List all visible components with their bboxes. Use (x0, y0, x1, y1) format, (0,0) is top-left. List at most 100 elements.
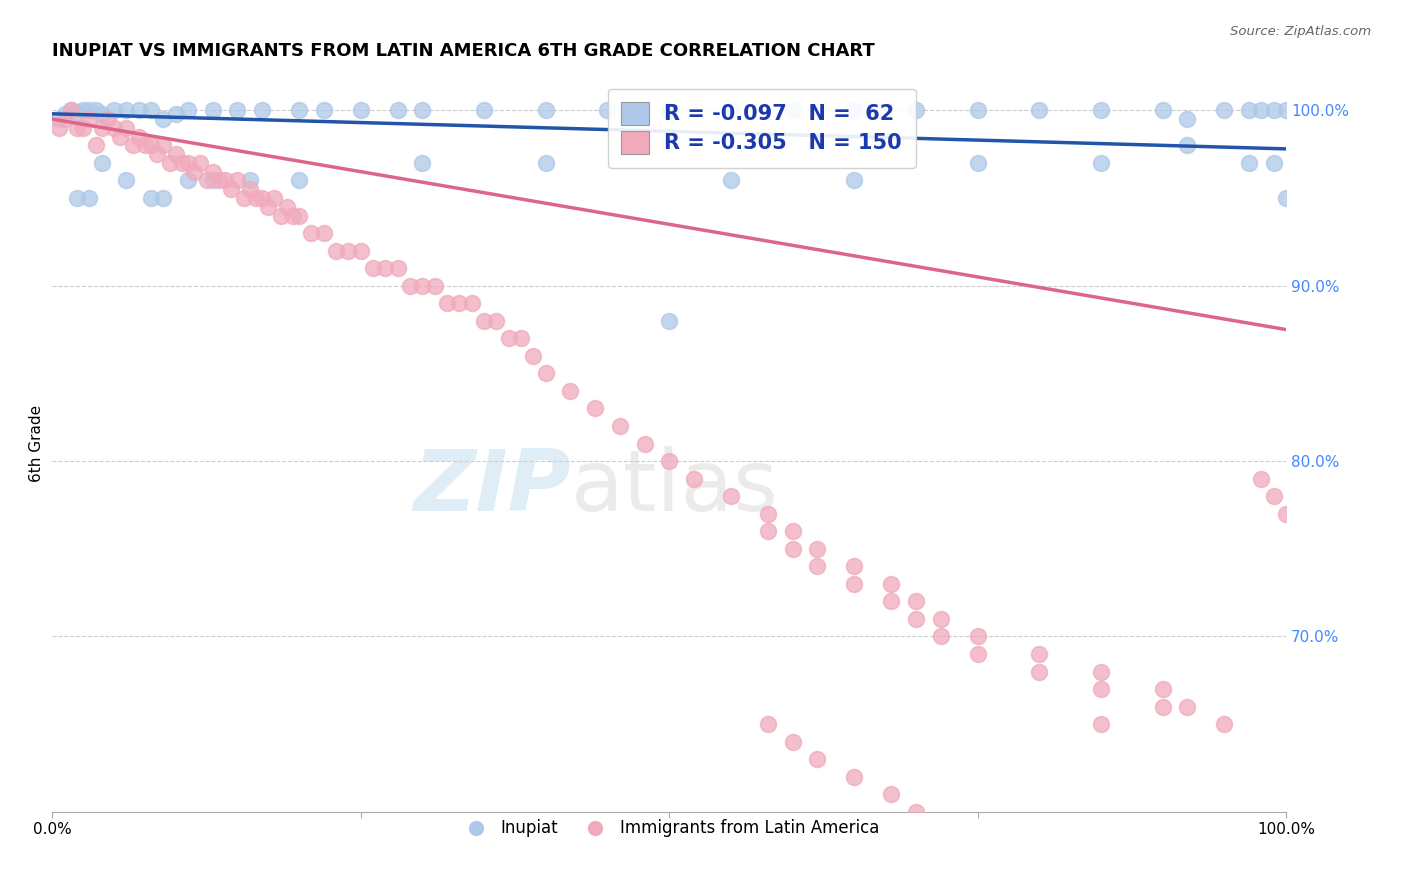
Point (966, 103, 988, 118)
Point (1263, 489, 1285, 503)
Point (966, 156, 988, 170)
Point (53, 107, 76, 121)
Point (411, 156, 433, 170)
Point (756, 717, 779, 731)
Point (1175, 112, 1198, 126)
Point (337, 244, 360, 258)
Point (929, 822, 952, 837)
Point (904, 805, 927, 819)
Point (966, 630, 988, 644)
Point (1090, 717, 1112, 731)
Point (904, 103, 927, 118)
Point (411, 103, 433, 118)
Point (146, 147, 169, 161)
Point (399, 278, 422, 293)
Text: atlas: atlas (571, 446, 779, 529)
Point (498, 331, 520, 345)
Point (115, 103, 138, 118)
Point (1275, 507, 1298, 521)
Point (312, 226, 335, 240)
Point (201, 173, 224, 187)
Point (59, 103, 82, 118)
Point (596, 103, 619, 118)
Point (245, 191, 267, 205)
Point (165, 107, 187, 121)
Point (1028, 103, 1050, 118)
Point (226, 103, 249, 118)
Point (633, 436, 655, 450)
Point (177, 156, 200, 170)
Point (159, 156, 181, 170)
Point (250, 103, 273, 118)
Point (139, 103, 162, 118)
Point (97, 112, 120, 126)
Point (195, 173, 218, 187)
Point (806, 752, 828, 766)
Point (560, 384, 582, 398)
Point (1250, 472, 1272, 486)
Point (472, 103, 495, 118)
Point (301, 226, 323, 240)
Point (276, 200, 298, 214)
Point (1090, 665, 1112, 679)
Point (1028, 857, 1050, 871)
Text: ZIP: ZIP (413, 446, 571, 529)
Point (1275, 103, 1298, 118)
Point (387, 103, 409, 118)
Point (658, 314, 681, 328)
Point (110, 129, 132, 144)
Point (183, 164, 205, 178)
Point (806, 559, 828, 574)
Point (583, 401, 606, 416)
Point (90, 156, 112, 170)
Point (1213, 103, 1236, 118)
Point (239, 182, 262, 196)
Y-axis label: 6th Grade: 6th Grade (30, 405, 44, 482)
Point (522, 349, 544, 363)
Point (1213, 717, 1236, 731)
Point (720, 103, 742, 118)
Point (257, 200, 280, 214)
Point (658, 454, 681, 468)
Point (1152, 699, 1174, 714)
Point (449, 296, 471, 310)
Point (79, 112, 101, 126)
Point (806, 541, 828, 556)
Point (720, 489, 742, 503)
Point (103, 103, 125, 118)
Point (929, 612, 952, 626)
Text: Source: ZipAtlas.com: Source: ZipAtlas.com (1230, 25, 1371, 38)
Point (312, 103, 335, 118)
Point (350, 244, 373, 258)
Point (756, 507, 779, 521)
Point (844, 770, 866, 784)
Point (880, 594, 903, 608)
Point (1237, 156, 1260, 170)
Point (423, 278, 446, 293)
Point (756, 524, 779, 539)
Point (472, 314, 495, 328)
Point (1090, 875, 1112, 889)
Point (720, 173, 742, 187)
Point (208, 173, 231, 187)
Point (844, 577, 866, 591)
Point (1090, 156, 1112, 170)
Point (1263, 103, 1285, 118)
Point (782, 524, 804, 539)
Point (66, 191, 89, 205)
Point (165, 147, 187, 161)
Point (128, 103, 150, 118)
Point (214, 173, 236, 187)
Point (288, 209, 311, 223)
Point (121, 138, 143, 153)
Point (880, 577, 903, 591)
Point (139, 138, 162, 153)
Point (170, 156, 193, 170)
Point (48, 112, 70, 126)
Point (103, 120, 125, 135)
Point (134, 138, 156, 153)
Point (361, 261, 384, 276)
Point (461, 296, 484, 310)
Point (782, 103, 804, 118)
Point (84, 138, 107, 153)
